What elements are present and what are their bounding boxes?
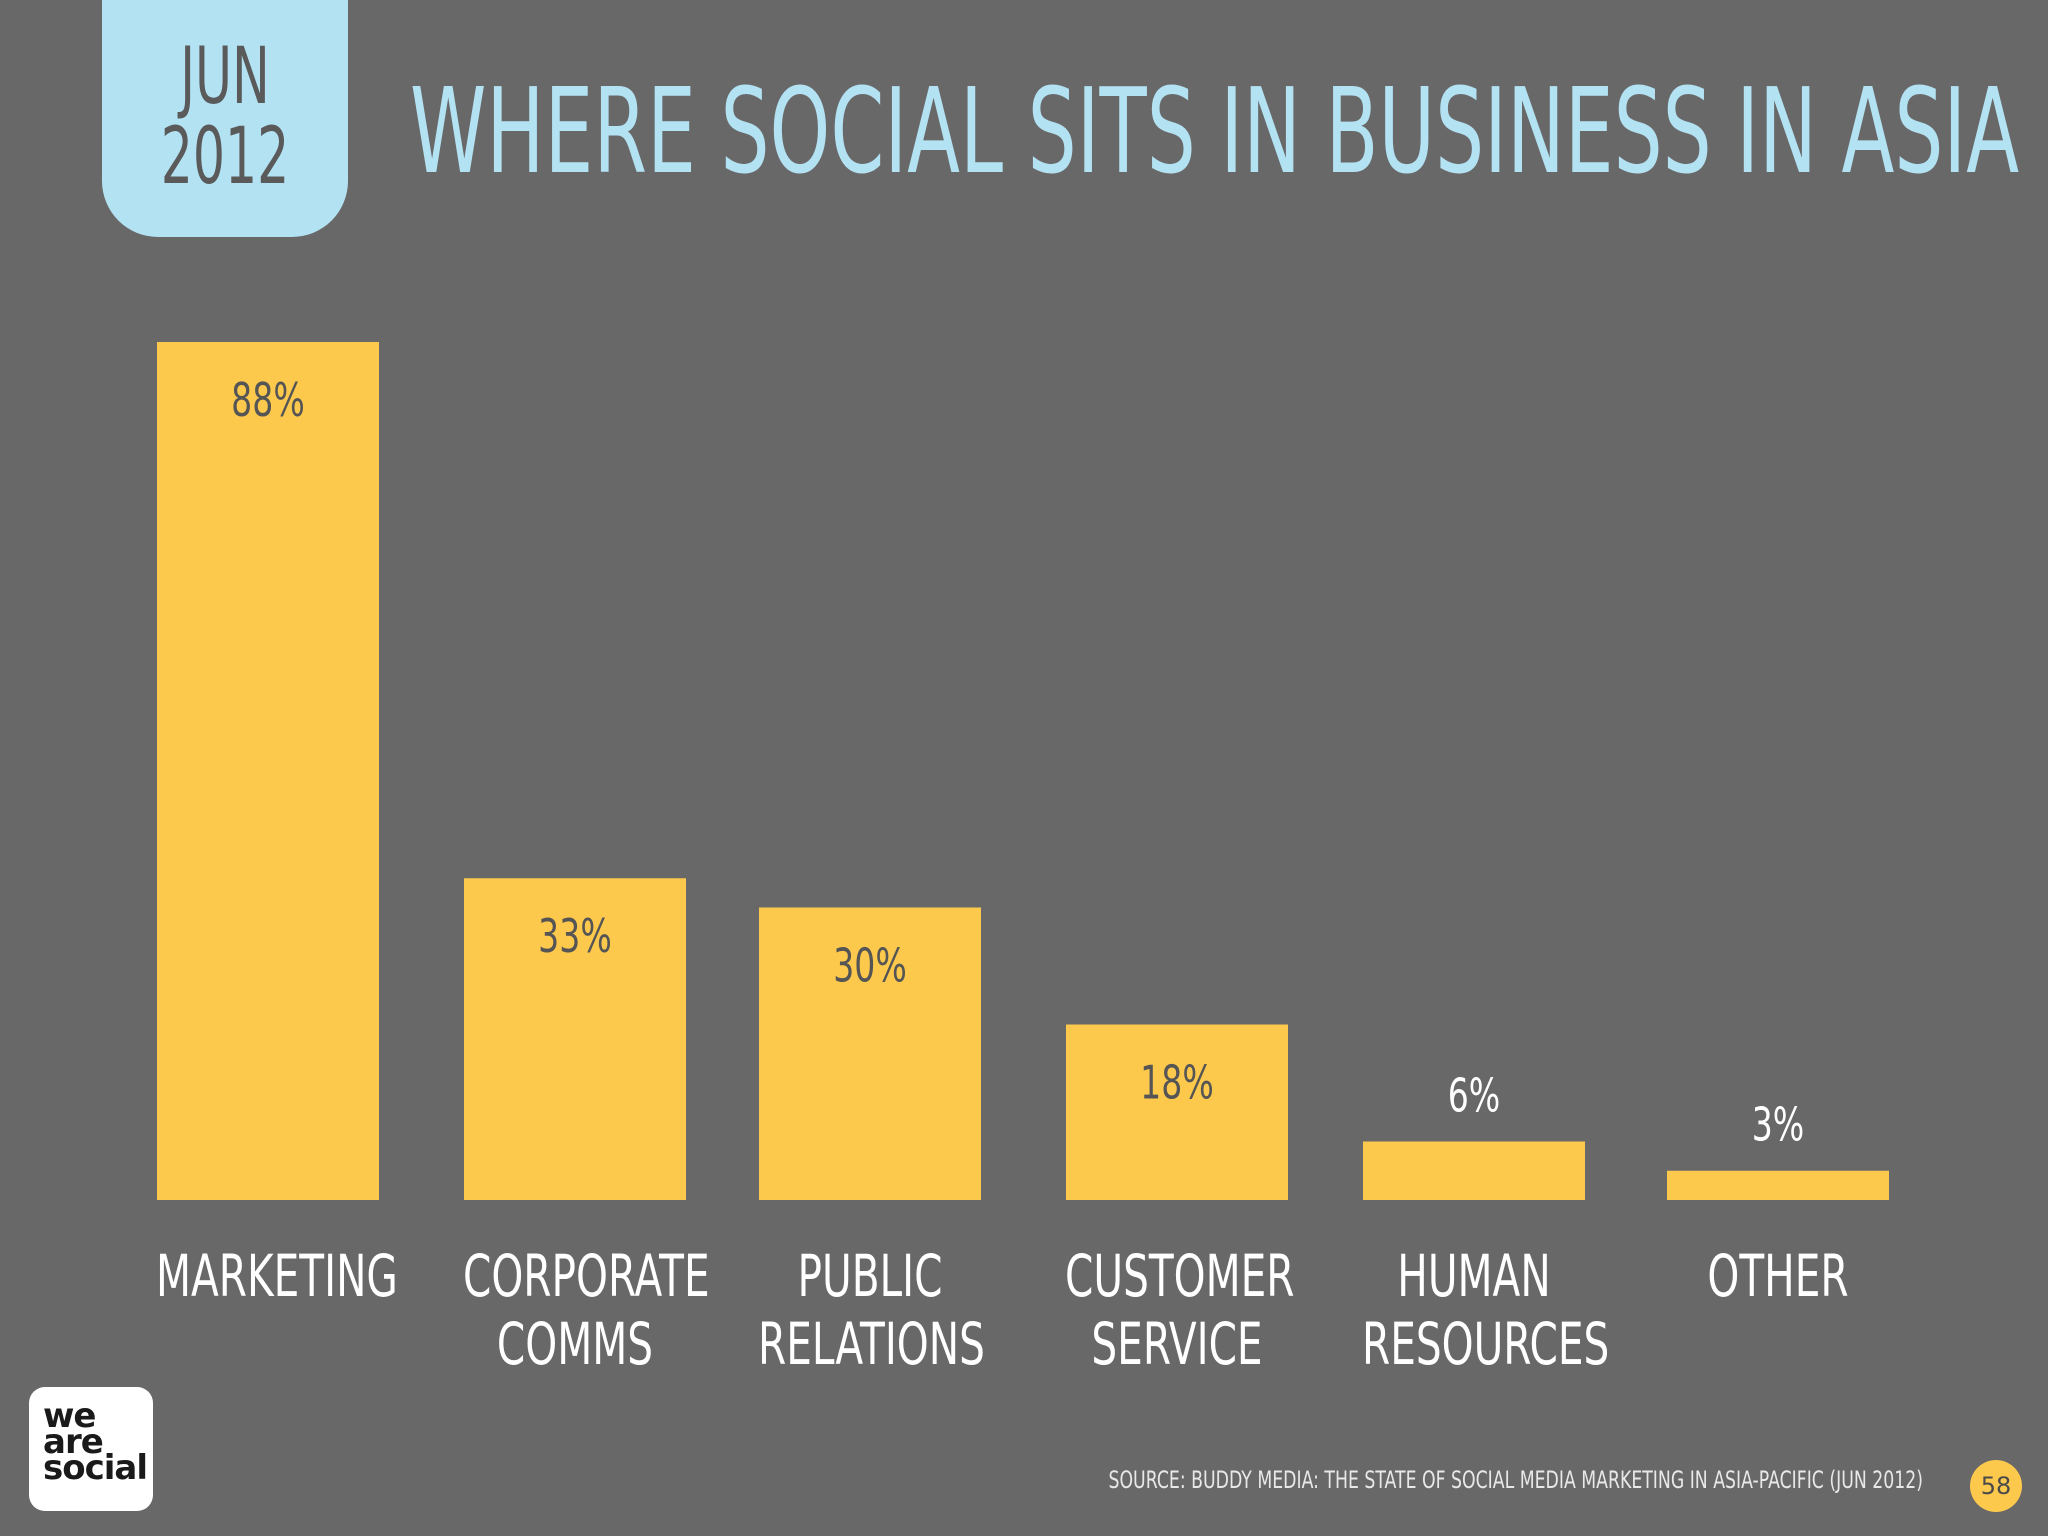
category-label-line: COMMS [496, 1310, 654, 1378]
category-label-line: CUSTOMER [1065, 1242, 1295, 1310]
bar-0 [157, 342, 379, 1200]
source-note: SOURCE: BUDDY MEDIA: THE STATE OF SOCIAL… [1108, 1466, 1923, 1494]
bar-value-label-1: 33% [538, 911, 612, 964]
page-number: 58 [1970, 1460, 2022, 1512]
category-label-line: SERVICE [1091, 1310, 1263, 1378]
category-label-1: CORPORATE COMMS [415, 1242, 735, 1378]
bar-value-label-4: 6% [1448, 1070, 1501, 1123]
date-month: JUN [180, 32, 270, 122]
bar-5 [1667, 1170, 1889, 1200]
category-label-line: RELATIONS [758, 1310, 985, 1378]
category-label-line: MARKETING [156, 1242, 398, 1310]
bar-2 [759, 907, 981, 1200]
bar-value-label-0: 88% [231, 375, 305, 428]
bar-value-label-5: 3% [1752, 1099, 1805, 1152]
bar-3 [1066, 1024, 1288, 1200]
date-year: 2012 [160, 112, 290, 202]
bar-1 [464, 878, 686, 1200]
category-label-4: HUMAN RESOURCES [1314, 1242, 1634, 1378]
date-tab: JUN 2012 [102, 0, 348, 237]
logo-line-are: are [43, 1422, 104, 1462]
category-label-line: HUMAN [1397, 1242, 1551, 1310]
logo-line-social: social [43, 1448, 148, 1488]
category-label-2: PUBLIC RELATIONS [710, 1242, 1030, 1378]
logo-line-we: we [43, 1396, 96, 1436]
category-label-0: MARKETING [108, 1242, 428, 1310]
category-label-5: OTHER [1618, 1242, 1938, 1310]
category-label-line: PUBLIC [797, 1242, 943, 1310]
category-label-line: RESOURCES [1362, 1310, 1610, 1378]
category-label-3: CUSTOMER SERVICE [1017, 1242, 1337, 1378]
we-are-social-logo: we are social [29, 1387, 153, 1511]
category-label-line: CORPORATE [463, 1242, 710, 1310]
bar-value-label-3: 18% [1140, 1057, 1214, 1110]
bar-value-label-2: 30% [833, 940, 907, 993]
bar-4 [1363, 1141, 1585, 1200]
category-label-line: OTHER [1707, 1242, 1849, 1310]
